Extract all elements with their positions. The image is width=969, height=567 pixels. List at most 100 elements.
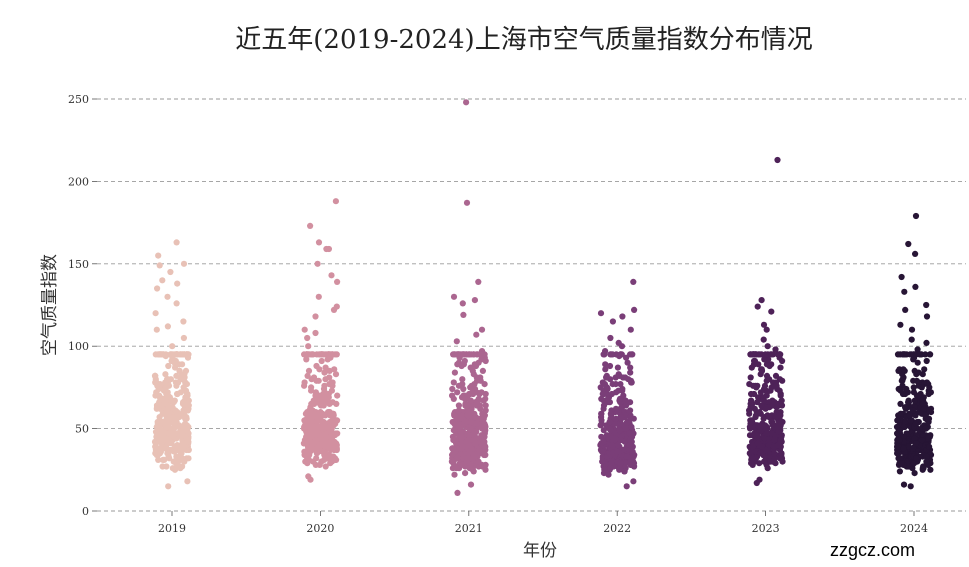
point-2021 xyxy=(478,326,486,333)
point-2019 xyxy=(182,379,189,386)
point-2019 xyxy=(174,280,181,287)
point-2024 xyxy=(915,392,922,399)
point-2022 xyxy=(607,427,614,434)
point-2021 xyxy=(453,338,460,345)
point-2024 xyxy=(925,435,932,442)
point-2019 xyxy=(183,400,190,407)
point-2024 xyxy=(923,313,931,320)
point-2020 xyxy=(312,461,319,468)
point-2021 xyxy=(477,351,484,358)
point-2024 xyxy=(900,366,907,373)
point-2021 xyxy=(459,300,466,307)
point-2022 xyxy=(600,427,607,434)
point-2021 xyxy=(454,422,461,429)
point-2019 xyxy=(176,367,183,374)
point-2021 xyxy=(453,465,460,472)
point-2022 xyxy=(606,418,613,426)
point-2022 xyxy=(602,361,609,368)
point-2021 xyxy=(470,453,478,460)
point-2022 xyxy=(614,448,621,455)
point-2021 xyxy=(463,199,471,206)
point-2019 xyxy=(170,458,177,465)
point-2024 xyxy=(920,465,927,472)
point-2024 xyxy=(908,326,916,333)
point-2022 xyxy=(612,435,619,442)
point-2019 xyxy=(173,239,180,246)
point-2022 xyxy=(598,440,605,447)
point-2019 xyxy=(184,351,192,358)
point-2019 xyxy=(183,446,190,454)
point-2020 xyxy=(303,356,310,363)
point-2024 xyxy=(899,376,906,383)
point-2022 xyxy=(627,364,634,371)
point-2022 xyxy=(600,390,608,398)
point-2021 xyxy=(465,442,472,449)
point-2019 xyxy=(172,379,179,386)
point-2019 xyxy=(167,268,174,276)
point-2024 xyxy=(898,460,905,467)
point-2019 xyxy=(173,372,180,379)
point-2023 xyxy=(778,450,785,457)
point-2020 xyxy=(326,374,333,381)
point-2019 xyxy=(180,351,187,358)
point-2021 xyxy=(473,402,480,409)
point-2021 xyxy=(482,402,489,409)
point-2019 xyxy=(160,395,167,402)
point-2023 xyxy=(755,361,762,368)
point-2020 xyxy=(325,245,332,253)
point-2023 xyxy=(748,460,755,467)
point-2021 xyxy=(468,382,475,389)
point-2019 xyxy=(156,414,163,421)
point-2020 xyxy=(329,382,336,389)
point-2019 xyxy=(173,351,181,358)
point-2022 xyxy=(623,354,630,361)
point-2019 xyxy=(159,277,166,284)
point-2024 xyxy=(905,399,912,406)
point-2023 xyxy=(771,455,778,462)
point-2021 xyxy=(459,376,466,383)
point-2021 xyxy=(482,357,489,365)
point-2019 xyxy=(152,428,160,435)
point-2020 xyxy=(315,239,323,246)
point-2024 xyxy=(907,483,914,490)
point-2023 xyxy=(757,450,764,457)
point-2020 xyxy=(330,453,337,460)
point-2021 xyxy=(475,278,482,285)
point-2022 xyxy=(600,351,608,358)
point-2020 xyxy=(308,376,315,383)
point-2019 xyxy=(179,463,186,470)
point-2024 xyxy=(922,425,929,432)
point-2023 xyxy=(777,364,784,371)
point-2024 xyxy=(912,283,919,290)
point-2019 xyxy=(158,427,165,434)
point-2024 xyxy=(921,366,928,373)
point-2024 xyxy=(918,384,925,391)
point-2020 xyxy=(315,293,322,300)
x-tick-label: 2022 xyxy=(603,522,631,535)
y-tick-label: 100 xyxy=(68,340,89,353)
point-2019 xyxy=(153,405,160,412)
chart-title: 近五年(2019-2024)上海市空气质量指数分布情况 xyxy=(235,25,812,55)
y-axis-label: 空气质量指数 xyxy=(40,254,60,356)
point-2021 xyxy=(479,442,487,449)
point-2022 xyxy=(609,351,616,358)
point-2019 xyxy=(152,440,159,447)
point-2021 xyxy=(473,331,480,338)
point-2021 xyxy=(470,371,477,378)
point-2023 xyxy=(768,430,775,437)
point-2024 xyxy=(902,418,909,426)
point-2024 xyxy=(910,377,917,384)
point-2024 xyxy=(912,250,919,257)
point-2022 xyxy=(615,442,622,449)
point-2022 xyxy=(616,466,623,473)
point-2020 xyxy=(327,351,334,358)
point-2021 xyxy=(482,407,489,414)
point-2019 xyxy=(154,285,161,292)
point-2022 xyxy=(609,318,617,325)
point-2019 xyxy=(165,483,172,490)
point-2023 xyxy=(771,437,778,444)
point-2023 xyxy=(774,423,781,431)
point-2019 xyxy=(165,450,172,457)
point-2023 xyxy=(760,394,767,401)
point-2022 xyxy=(616,395,624,402)
